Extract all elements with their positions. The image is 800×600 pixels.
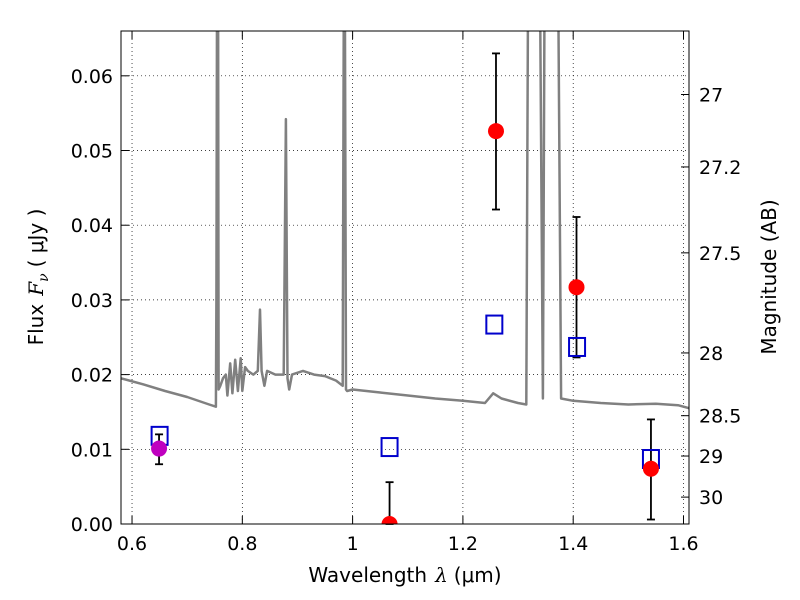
x-tick-label-3: 1.2 bbox=[448, 533, 478, 555]
y2-tick-label-1: 27.2 bbox=[699, 157, 741, 179]
observed-point-2 bbox=[487, 123, 504, 140]
x-axis-label-unit: (μm) bbox=[454, 563, 502, 587]
y2-tick-label-5: 29 bbox=[699, 446, 723, 468]
y-axis-label: Flux Fν ( μJy ) bbox=[24, 209, 52, 346]
y-tick-label-5: 0.05 bbox=[71, 141, 113, 163]
y-axis-label-text: Flux bbox=[24, 304, 48, 346]
x-axis-label-text: Wavelength bbox=[308, 563, 427, 587]
y2-tick-label-4: 28.5 bbox=[699, 406, 741, 428]
y-tick-label-6: 0.06 bbox=[71, 66, 113, 88]
axis-ticks bbox=[121, 31, 689, 525]
x-axis-label-symbol: λ bbox=[434, 563, 448, 587]
y-tick-labels: 0.00 0.01 0.02 0.03 0.04 0.05 0.06 bbox=[71, 66, 113, 536]
y2-tick-label-6: 30 bbox=[699, 487, 723, 509]
x-tick-label-4: 1.4 bbox=[558, 533, 588, 555]
y-tick-label-2: 0.02 bbox=[71, 365, 113, 387]
model-band-marker-2 bbox=[485, 314, 504, 335]
x-tick-label-0: 0.6 bbox=[117, 533, 147, 555]
y2-axis-label: Magnitude (AB) bbox=[757, 199, 781, 354]
plot-background bbox=[121, 31, 689, 524]
y-tick-label-0: 0.00 bbox=[71, 514, 113, 536]
plot-frame bbox=[120, 30, 690, 525]
x-tick-label-1: 0.8 bbox=[227, 533, 257, 555]
y2-tick-label-0: 27 bbox=[699, 84, 723, 106]
model-spectrum bbox=[121, 31, 689, 410]
observed-point-0 bbox=[151, 440, 168, 457]
x-tick-label-2: 1 bbox=[347, 533, 359, 555]
y-tick-label-3: 0.03 bbox=[71, 290, 113, 312]
y-tick-label-1: 0.01 bbox=[71, 439, 113, 461]
model-band-marker-1 bbox=[380, 437, 399, 458]
y-axis-label-unit: ( μJy ) bbox=[24, 209, 48, 268]
y2-tick-label-3: 28 bbox=[699, 343, 723, 365]
y-tick-label-4: 0.04 bbox=[71, 215, 113, 237]
x-axis-label: Wavelength λ (μm) bbox=[308, 563, 501, 587]
model-spectrum-line bbox=[121, 31, 689, 410]
x-tick-labels: 0.6 0.8 1 1.2 1.4 1.6 bbox=[117, 533, 699, 555]
y2-tick-labels: 27 27.2 27.5 28 28.5 29 30 bbox=[699, 84, 741, 509]
observed-point-4 bbox=[642, 460, 659, 477]
model-band-marker-3 bbox=[568, 336, 587, 357]
observed-point-1 bbox=[381, 516, 398, 524]
x-tick-label-5: 1.6 bbox=[668, 533, 698, 555]
observed-markers bbox=[151, 123, 659, 524]
y-axis-label-symbol: F bbox=[24, 281, 48, 297]
y-axis-label-sub: ν bbox=[36, 273, 52, 282]
observed-point-3 bbox=[568, 279, 585, 296]
y2-tick-label-2: 27.5 bbox=[699, 243, 741, 265]
